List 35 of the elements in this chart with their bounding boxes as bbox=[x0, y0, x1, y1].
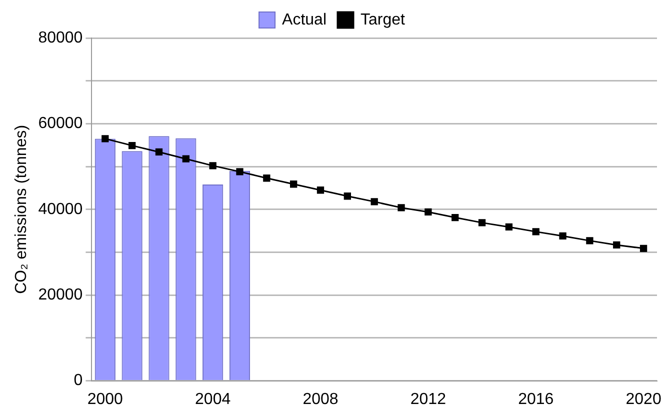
x-tick-label: 2020 bbox=[626, 390, 662, 408]
y-tick-label: 60000 bbox=[38, 115, 83, 132]
x-tick-label: 2000 bbox=[87, 390, 124, 408]
point bbox=[344, 192, 352, 200]
point bbox=[586, 237, 594, 244]
point bbox=[505, 223, 513, 231]
point bbox=[316, 186, 324, 194]
x-tick-label: 2016 bbox=[518, 390, 554, 408]
point bbox=[398, 204, 405, 212]
point bbox=[155, 148, 163, 156]
point bbox=[452, 214, 459, 222]
point bbox=[102, 135, 109, 142]
y-tick-label: 0 bbox=[74, 372, 83, 390]
point bbox=[263, 174, 270, 182]
point bbox=[370, 198, 378, 206]
y-tick-label: 80000 bbox=[38, 29, 83, 46]
y-tick-label: 20000 bbox=[38, 286, 83, 304]
point bbox=[236, 168, 244, 176]
x-tick-label: 2008 bbox=[302, 390, 338, 408]
point bbox=[640, 244, 648, 252]
x-tick-label: 2004 bbox=[195, 390, 231, 408]
point bbox=[559, 232, 566, 240]
point bbox=[182, 155, 190, 162]
point bbox=[532, 228, 540, 236]
y-tick-label: 40000 bbox=[38, 200, 83, 218]
point bbox=[290, 180, 298, 188]
point bbox=[128, 142, 136, 150]
point bbox=[209, 162, 216, 170]
legend-label: Actual bbox=[282, 11, 326, 28]
y-axis-title: CO₂ emissions (tonnes) bbox=[13, 124, 30, 294]
legend-label: Target bbox=[360, 11, 406, 28]
point bbox=[478, 219, 486, 226]
point bbox=[424, 208, 432, 216]
point bbox=[613, 241, 620, 249]
x-tick-label: 2012 bbox=[410, 390, 446, 408]
